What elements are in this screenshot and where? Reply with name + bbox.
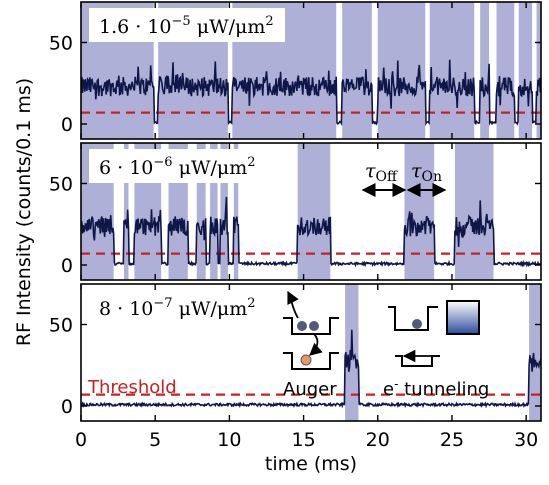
panel-frame-3 — [80, 283, 542, 422]
on-region-1-7 — [480, 2, 490, 139]
auger-schematic: Auger — [283, 290, 339, 400]
tau-annotations: τOff τOn — [361, 160, 447, 197]
threshold-label: Threshold — [87, 377, 177, 398]
auger-upper-well — [283, 317, 339, 335]
on-region-2-9 — [297, 143, 331, 280]
panel-label-3: 8 · 10−7 μW/μm2 — [99, 296, 256, 320]
tunneling-upper-well — [388, 306, 438, 331]
x-axis-title: time (ms) — [265, 453, 357, 475]
auger-hole-dot — [300, 354, 312, 366]
rf-trace-2 — [81, 196, 541, 268]
tau-on-label: τOn — [411, 160, 442, 185]
on-region-2-2 — [124, 143, 129, 280]
on-region-3-2 — [529, 284, 541, 421]
on-region-2-5 — [196, 143, 206, 280]
x-tick-label: 0 — [75, 429, 87, 451]
reservoir-box — [446, 300, 480, 335]
y-tick-label: 0 — [61, 114, 73, 136]
x-tick-label: 20 — [366, 429, 390, 451]
on-region-2-11 — [454, 143, 494, 280]
panel-3: 0 50 8 · 10−7 μW/μm2 — [49, 283, 542, 422]
auger-lower-well — [283, 352, 339, 370]
auger-label: Auger — [283, 379, 337, 400]
x-tick-label: 30 — [514, 429, 538, 451]
panel-label-box-1 — [89, 8, 285, 42]
y-axis-title: RF Intensity (counts/0.1 ms) — [13, 78, 35, 346]
auger-electron-dot-1 — [297, 321, 307, 331]
on-region-2-7 — [220, 143, 228, 280]
x-tick-label: 15 — [291, 429, 315, 451]
on-region-2-8 — [233, 143, 239, 280]
auger-transfer-arrow — [309, 333, 323, 356]
on-region-1-9 — [518, 2, 533, 139]
y-tick-label: 50 — [49, 174, 73, 196]
on-region-2-6 — [210, 143, 218, 280]
y-tick-label: 0 — [61, 396, 73, 418]
auger-emission-arrow — [287, 290, 299, 319]
on-region-1-6 — [429, 2, 475, 139]
x-tick-label: 5 — [149, 429, 161, 451]
panel-label-box-3 — [89, 290, 285, 324]
x-tick-label: 25 — [440, 429, 464, 451]
panel-2: 0 50 6 · 10−6 μW/μm2 — [49, 142, 542, 281]
on-region-1-8 — [496, 2, 515, 139]
tunneling-lower-well — [395, 355, 440, 367]
on-region-1-5 — [377, 2, 426, 139]
panel-frame-2 — [80, 142, 542, 281]
panel-1: 0 50 1.6 · 10−5 μW/μm2 — [49, 1, 542, 140]
on-region-1-10 — [536, 2, 541, 139]
rf-trace-1 — [81, 59, 541, 127]
tunneling-schematic: e- tunneling — [383, 300, 489, 400]
panel-frame-1 — [80, 1, 542, 140]
on-region-1-4 — [342, 2, 372, 139]
tunneling-label: e- tunneling — [383, 377, 489, 400]
panel-label-box-2 — [89, 149, 285, 183]
x-tick-label: 10 — [217, 429, 241, 451]
y-tick-label: 50 — [49, 33, 73, 55]
y-tick-label: 0 — [61, 255, 73, 277]
auger-electron-dot-2 — [309, 321, 319, 331]
x-axis-tick-labels: 0 5 10 15 20 25 30 — [75, 429, 538, 451]
tau-off-label: τOff — [365, 160, 398, 185]
tunneling-electron-dot — [412, 319, 422, 329]
panel-label-2: 6 · 10−6 μW/μm2 — [99, 155, 256, 179]
y-tick-label: 50 — [49, 315, 73, 337]
panel-label-1: 1.6 · 10−5 μW/μm2 — [99, 14, 274, 38]
rf-trace-3 — [81, 329, 541, 409]
